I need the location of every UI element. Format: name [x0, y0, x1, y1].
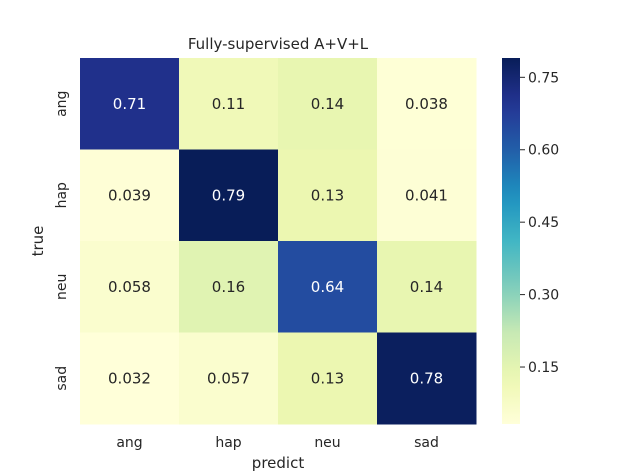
heatmap-cell-ang-sad — [377, 58, 477, 150]
cell-value-label: 0.13 — [311, 369, 344, 387]
heatmap-cell-neu-sad — [377, 241, 477, 333]
cell-value-label: 0.14 — [311, 95, 344, 113]
cell-value-label: 0.058 — [108, 278, 151, 296]
cell-value-label: 0.78 — [410, 369, 443, 387]
x-tick-label: hap — [215, 435, 241, 451]
cell-value-label: 0.11 — [212, 95, 245, 113]
cell-value-label: 0.041 — [405, 186, 448, 204]
x-tick-labels: ang hap neu sad — [116, 435, 439, 451]
heatmap-cell-hap-neu — [278, 149, 378, 242]
cell-value-label: 0.71 — [113, 95, 146, 113]
cell-value-label: 0.14 — [410, 278, 443, 296]
y-tick-label: ang — [54, 91, 70, 117]
cell-value-label: 0.032 — [108, 369, 151, 387]
cell-value-label: 0.038 — [405, 95, 448, 113]
cell-value-label: 0.057 — [207, 369, 250, 387]
heatmap-cell-hap-sad — [377, 149, 477, 242]
heatmap-cell-sad-hap — [179, 332, 279, 425]
colorbar-ticks: 0.15 0.30 0.45 0.60 0.75 — [520, 70, 559, 376]
heatmap-cells: 0.71 0.11 0.14 0.038 0.039 0.79 0.13 0.041 0.058… — [80, 58, 477, 425]
colorbar-tick-label: 0.75 — [528, 70, 559, 86]
x-tick-label: ang — [116, 435, 142, 451]
cell-value-label: 0.16 — [212, 278, 245, 296]
heatmap-cell-neu-neu — [278, 241, 378, 333]
cell-value-label: 0.64 — [311, 278, 344, 296]
cell-value-label: 0.79 — [212, 186, 245, 204]
y-tick-labels: ang hap neu sad — [54, 91, 70, 391]
x-axis-label: predict — [252, 454, 305, 472]
heatmap-cell-ang-hap — [179, 58, 279, 150]
heatmap-cell-hap-hap — [179, 149, 279, 242]
heatmap-cell-ang-neu — [278, 58, 378, 150]
chart-title: Fully-supervised A+V+L — [188, 35, 369, 53]
colorbar-tick-label: 0.60 — [528, 143, 559, 159]
cell-value-label: 0.13 — [311, 186, 344, 204]
y-axis-label: true — [29, 226, 47, 257]
heatmap-cell-sad-sad — [377, 332, 477, 425]
heatmap-cell-hap-ang — [80, 149, 180, 242]
heatmap-cell-ang-ang — [80, 58, 180, 150]
colorbar-tick-label: 0.30 — [528, 288, 559, 304]
y-tick-label: sad — [54, 366, 70, 391]
x-tick-label: sad — [414, 435, 439, 451]
y-tick-label: hap — [54, 182, 70, 208]
x-tick-label: neu — [314, 435, 340, 451]
heatmap-cell-sad-ang — [80, 332, 180, 425]
colorbar — [502, 58, 520, 424]
heatmap-cell-sad-neu — [278, 332, 378, 425]
heatmap-cell-neu-hap — [179, 241, 279, 333]
colorbar-tick-label: 0.45 — [528, 215, 559, 231]
heatmap-cell-neu-ang — [80, 241, 180, 333]
y-tick-label: neu — [54, 274, 70, 300]
colorbar-tick-label: 0.15 — [528, 360, 559, 376]
cell-value-label: 0.039 — [108, 186, 151, 204]
